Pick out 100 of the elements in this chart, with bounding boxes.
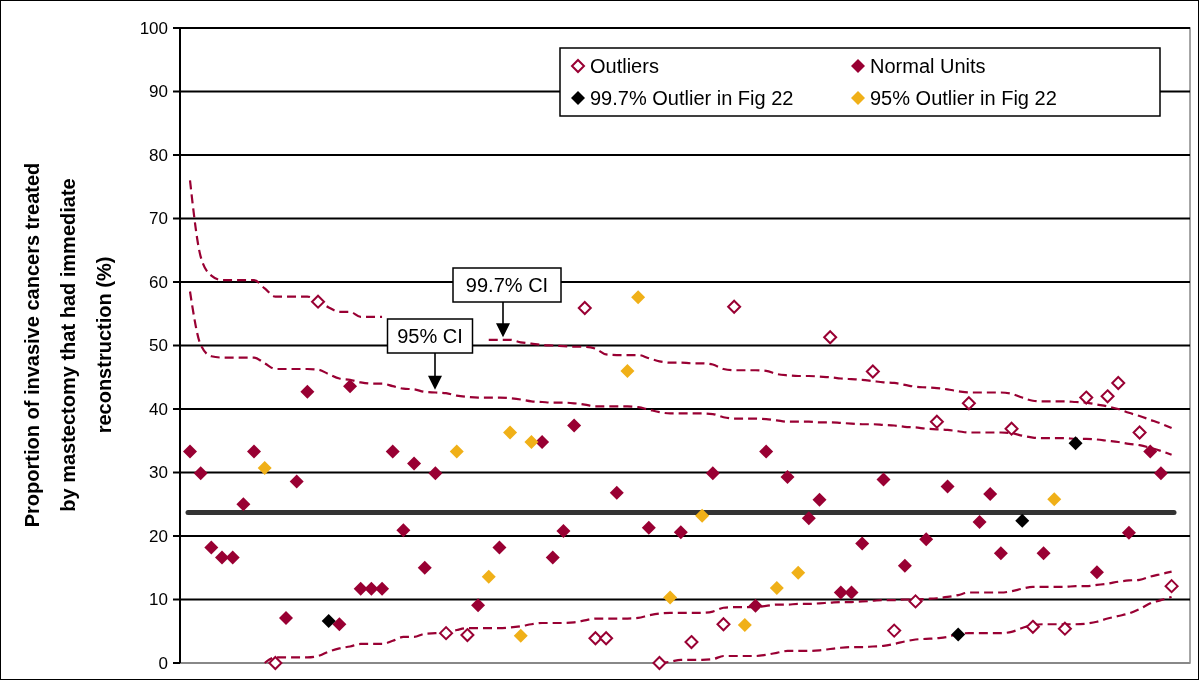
- point: [439, 626, 454, 641]
- point: [385, 444, 400, 459]
- point: [449, 444, 464, 459]
- point: [705, 466, 720, 481]
- point: [1025, 619, 1040, 634]
- point: [652, 656, 667, 670]
- point: [983, 487, 998, 502]
- point: [727, 299, 742, 314]
- y-tick-label: 20: [149, 526, 168, 546]
- point: [855, 536, 870, 551]
- point: [769, 581, 784, 596]
- point: [1111, 375, 1126, 390]
- point: [631, 290, 646, 305]
- point: [300, 384, 315, 399]
- point: [503, 425, 518, 440]
- point: [513, 628, 528, 643]
- point: [321, 614, 336, 629]
- y-tick-label: 60: [149, 272, 168, 292]
- point: [183, 444, 197, 459]
- y-tick-label: 100: [139, 18, 168, 38]
- y-axis-title: Proportion of invasive cancers treated by mastectomy that had immediate reconstruction (%): [21, 162, 115, 528]
- point: [865, 364, 880, 379]
- point: [673, 525, 688, 540]
- point: [289, 474, 304, 489]
- point: [407, 456, 422, 471]
- point: [396, 523, 411, 538]
- point: [353, 581, 368, 596]
- point: [567, 418, 582, 433]
- annotation: 95% CI: [397, 325, 463, 347]
- point: [961, 396, 976, 411]
- point: [823, 330, 838, 345]
- point: [951, 627, 966, 642]
- point: [972, 515, 987, 530]
- point: [737, 617, 752, 632]
- y-tick-label: 70: [149, 209, 168, 229]
- y-tick-label: 0: [158, 653, 168, 673]
- point: [780, 469, 795, 484]
- point: [343, 379, 358, 394]
- point: [257, 461, 272, 476]
- legend-label: 99.7% Outlier in Fig 22: [590, 87, 794, 109]
- point: [929, 414, 944, 429]
- point: [801, 511, 816, 526]
- point: [247, 444, 262, 459]
- point: [588, 631, 603, 646]
- point: [1047, 492, 1062, 507]
- point: [1036, 546, 1051, 561]
- point: [716, 617, 731, 632]
- point: [1100, 389, 1115, 404]
- point: [524, 435, 539, 450]
- point: [1057, 621, 1072, 636]
- legend-label: Outliers: [590, 55, 659, 77]
- point: [844, 585, 859, 600]
- point: [279, 610, 294, 625]
- point: [695, 508, 710, 523]
- y-tick-label: 50: [149, 336, 168, 356]
- point: [908, 594, 923, 609]
- point: [481, 569, 496, 584]
- y-tick-label: 80: [149, 145, 168, 165]
- y-tick-label: 10: [149, 590, 168, 610]
- point: [1121, 525, 1136, 540]
- point: [1079, 390, 1094, 405]
- point: [577, 301, 592, 316]
- y-tick-label: 40: [149, 399, 168, 419]
- point: [748, 598, 763, 613]
- point: [993, 546, 1008, 561]
- point: [364, 581, 379, 596]
- point: [492, 540, 507, 555]
- point: [940, 479, 955, 494]
- point: [556, 523, 571, 538]
- point: [609, 485, 624, 500]
- point: [332, 617, 347, 632]
- point: [428, 466, 443, 481]
- point: [375, 581, 390, 596]
- point: [225, 550, 240, 565]
- point: [876, 472, 891, 487]
- point: [460, 628, 475, 643]
- point: [268, 656, 283, 670]
- point: [791, 565, 806, 580]
- point: [1089, 565, 1104, 580]
- point: [193, 466, 208, 481]
- y-tick-label: 90: [149, 82, 168, 102]
- y-tick-label: 30: [149, 463, 168, 483]
- point: [215, 550, 230, 565]
- point: [919, 532, 934, 547]
- annotation: 99.7% CI: [465, 274, 549, 296]
- point: [417, 560, 432, 575]
- point: [1143, 444, 1158, 459]
- point: [1068, 436, 1083, 451]
- point: [599, 631, 614, 646]
- point: [1153, 466, 1168, 481]
- point: [1004, 421, 1019, 436]
- point: [545, 550, 560, 565]
- point: [759, 444, 774, 459]
- point: [1132, 425, 1147, 440]
- point: [620, 363, 635, 378]
- point: [471, 598, 486, 613]
- point: [641, 520, 656, 535]
- point: [897, 558, 912, 573]
- point: [812, 492, 827, 507]
- point: [887, 623, 902, 638]
